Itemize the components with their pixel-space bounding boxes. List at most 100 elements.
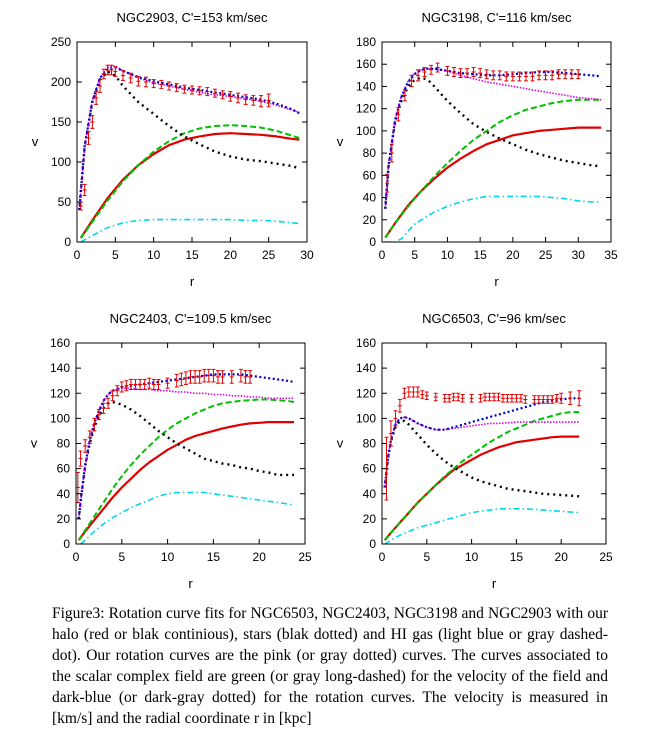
data-point <box>193 370 198 384</box>
data-point <box>409 74 414 87</box>
x-tick-label: 15 <box>207 550 221 564</box>
y-axis-label: v <box>337 436 344 451</box>
x-tick-label: 5 <box>423 550 430 564</box>
series-line-halo <box>383 435 580 541</box>
data-point <box>211 368 216 383</box>
y-tick-label: 40 <box>57 487 71 501</box>
data-point <box>451 67 456 77</box>
data-point <box>497 70 502 81</box>
y-tick-label: 100 <box>356 124 376 138</box>
x-tick-label: 30 <box>572 248 586 262</box>
series-line-field-velocity <box>383 411 580 541</box>
data-point <box>492 392 496 402</box>
chart-title: NGC3198, C'=116 km/sec <box>421 10 572 25</box>
data-point <box>156 378 161 390</box>
data-point <box>101 68 106 80</box>
data-point <box>106 397 111 409</box>
data-point <box>500 394 505 403</box>
data-point <box>478 68 483 79</box>
data-point <box>556 69 561 80</box>
data-point <box>458 68 463 79</box>
data-point <box>541 395 546 404</box>
data-point <box>236 92 240 104</box>
data-point <box>397 399 402 413</box>
data-point <box>484 69 489 80</box>
series-line-halo <box>384 126 602 239</box>
data-point <box>229 370 234 384</box>
data-point <box>243 94 248 105</box>
data-point <box>471 67 476 77</box>
data-point <box>136 75 141 87</box>
data-point <box>113 66 118 77</box>
data-point <box>151 79 156 89</box>
y-tick-label: 0 <box>369 235 376 249</box>
data-point <box>159 79 164 89</box>
series-line-field-velocity <box>384 98 602 239</box>
x-tick-label: 10 <box>147 248 161 262</box>
data-point <box>86 131 91 145</box>
series-line-field-velocity <box>77 398 295 541</box>
data-point <box>523 71 528 82</box>
data-point <box>393 410 398 427</box>
data-point <box>396 107 401 122</box>
data-point <box>545 395 550 404</box>
x-tick-label: 25 <box>298 550 312 564</box>
data-point <box>197 86 202 96</box>
y-tick-label: 60 <box>363 462 377 476</box>
y-tick-label: 40 <box>363 191 377 205</box>
charts-area: NGC2903, C'=153 km/sec 0 5 10 15 20 25 30 0 50 100… <box>31 10 618 591</box>
data-point <box>543 70 548 81</box>
y-tick-label: 140 <box>356 79 376 93</box>
data-point <box>577 390 582 407</box>
data-point <box>133 378 138 390</box>
x-axis-label: r <box>492 576 497 591</box>
y-tick-label: 160 <box>356 57 376 71</box>
data-point <box>124 380 129 392</box>
data-point <box>248 370 253 384</box>
data-point <box>433 392 438 402</box>
data-point <box>87 430 92 444</box>
x-tick-label: 35 <box>604 248 618 262</box>
data-point <box>510 71 515 82</box>
x-tick-label: 0 <box>379 248 386 262</box>
data-point <box>445 65 450 76</box>
data-point <box>509 394 514 403</box>
y-tick-label: 140 <box>356 361 376 375</box>
series-line-stars <box>383 419 580 498</box>
data-point <box>523 395 528 404</box>
data-point <box>536 395 541 404</box>
y-tick-label: 80 <box>363 437 377 451</box>
data-point <box>496 392 501 402</box>
data-point <box>220 370 225 384</box>
data-point <box>550 395 555 404</box>
data-point <box>514 394 519 403</box>
series-line-rotation <box>384 67 602 209</box>
data-point <box>151 378 156 390</box>
data-point <box>205 87 210 97</box>
y-tick-label: 150 <box>51 115 71 129</box>
y-tick-label: 200 <box>51 75 71 89</box>
plot-frame <box>381 41 612 243</box>
x-tick-label: 20 <box>506 248 520 262</box>
y-tick-label: 160 <box>356 336 376 350</box>
y-tick-label: 0 <box>64 235 71 249</box>
x-tick-label: 0 <box>73 550 80 564</box>
data-point <box>251 95 256 106</box>
data-point <box>190 85 194 95</box>
y-tick-label: 0 <box>369 537 376 551</box>
y-tick-label: 80 <box>57 437 71 451</box>
data-point <box>554 394 559 403</box>
data-point <box>115 385 120 397</box>
data-point <box>147 377 152 389</box>
data-point <box>197 370 202 384</box>
data-point <box>415 386 420 398</box>
x-tick-label: 20 <box>253 550 267 564</box>
figure-caption: Figure3: Rotation curve fits for NGC6503… <box>52 605 608 727</box>
y-axis-label: v <box>32 134 39 149</box>
x-tick-label: 15 <box>185 248 199 262</box>
data-point <box>447 394 452 403</box>
data-point <box>138 378 143 390</box>
data-point <box>420 390 425 399</box>
data-point <box>388 420 393 447</box>
series-line-field-velocity <box>79 124 300 239</box>
